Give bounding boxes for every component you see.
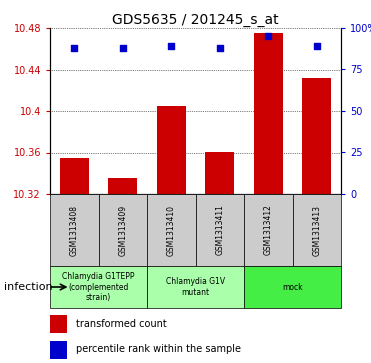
Bar	[254, 33, 283, 194]
Bar	[147, 266, 244, 308]
Text: GSM1313411: GSM1313411	[215, 205, 224, 256]
Title: GDS5635 / 201245_s_at: GDS5635 / 201245_s_at	[112, 13, 279, 27]
Text: GSM1313409: GSM1313409	[118, 204, 127, 256]
Point	[265, 33, 271, 39]
Text: percentile rank within the sample: percentile rank within the sample	[76, 344, 241, 354]
Point	[120, 45, 126, 51]
Bar	[302, 78, 331, 194]
Bar	[147, 194, 196, 266]
Bar	[50, 194, 98, 266]
Text: GSM1313413: GSM1313413	[312, 204, 321, 256]
Bar	[108, 179, 137, 194]
Text: GSM1313408: GSM1313408	[70, 204, 79, 256]
Text: transformed count: transformed count	[76, 319, 167, 329]
Bar	[98, 194, 147, 266]
Bar	[196, 194, 244, 266]
Bar	[50, 315, 68, 333]
Bar	[205, 152, 234, 194]
Bar	[157, 106, 186, 194]
Bar	[244, 194, 292, 266]
Point	[314, 43, 320, 49]
Bar	[50, 340, 68, 359]
Point	[71, 45, 77, 51]
Text: GSM1313410: GSM1313410	[167, 204, 176, 256]
Text: infection: infection	[4, 282, 52, 292]
Text: GSM1313412: GSM1313412	[264, 205, 273, 256]
Bar	[60, 158, 89, 194]
Bar	[244, 266, 341, 308]
Text: Chlamydia G1TEPP
(complemented
strain): Chlamydia G1TEPP (complemented strain)	[62, 272, 135, 302]
Point	[217, 45, 223, 51]
Bar	[50, 266, 147, 308]
Text: Chlamydia G1V
mutant: Chlamydia G1V mutant	[166, 277, 225, 297]
Point	[168, 43, 174, 49]
Text: mock: mock	[282, 282, 303, 291]
Bar	[292, 194, 341, 266]
